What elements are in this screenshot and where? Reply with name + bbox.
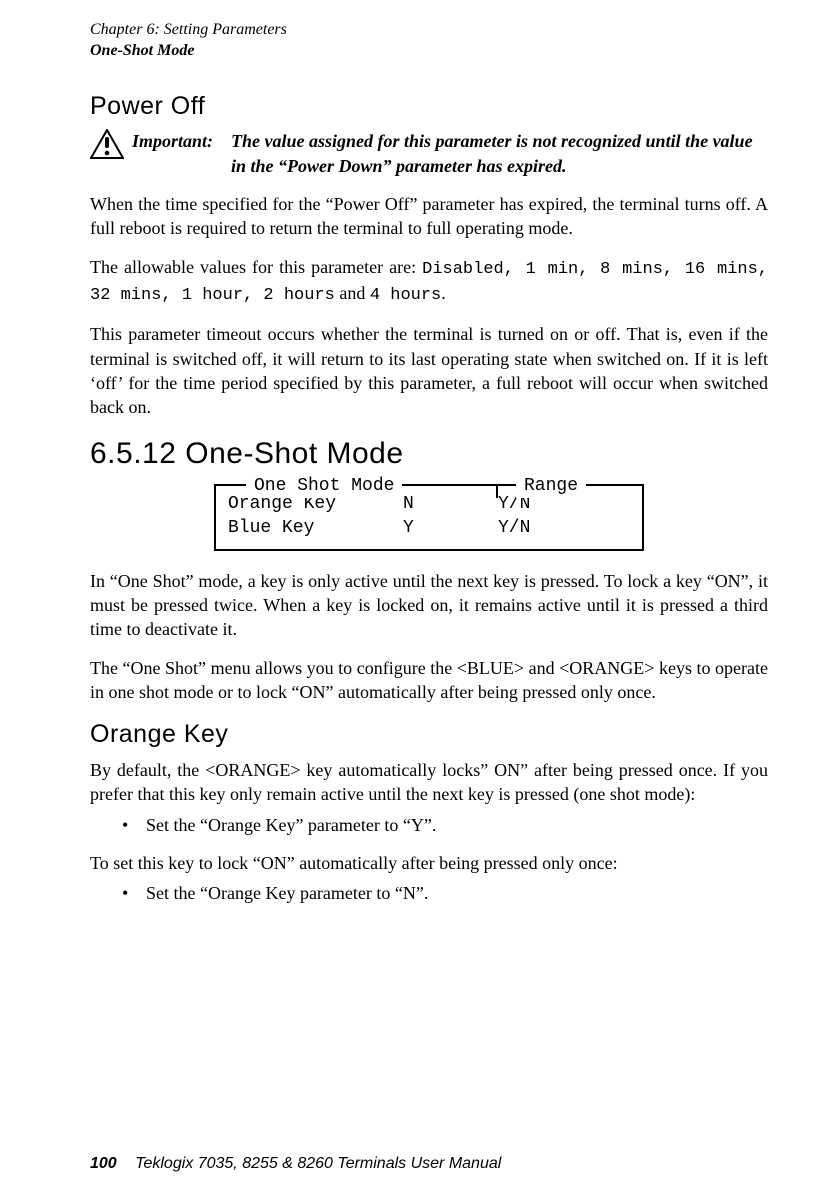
- diagram-cell-value: Y: [403, 516, 498, 540]
- important-label: Important:: [132, 129, 231, 153]
- important-note: Important: The value assigned for this p…: [90, 129, 768, 178]
- diagram-divider: [496, 484, 498, 498]
- poweroff-para-1: When the time specified for the “Power O…: [90, 192, 768, 241]
- oneshot-para-1: In “One Shot” mode, a key is only active…: [90, 569, 768, 642]
- poweroff-para-2-lead: The allowable values for this parameter …: [90, 257, 422, 277]
- diagram-title: One Shot Mode: [246, 474, 402, 498]
- diagram-row: Blue Key Y Y/N: [228, 516, 630, 540]
- bullet-list: Set the “Orange Key” parameter to “Y”.: [90, 813, 768, 837]
- poweroff-para-2-mid: and: [335, 283, 370, 303]
- orangekey-para-2: To set this key to lock “ON” automatical…: [90, 851, 768, 875]
- poweroff-values-2: 4 hours: [370, 286, 441, 305]
- heading-power-off: Power Off: [90, 90, 768, 124]
- important-text: The value assigned for this parameter is…: [231, 129, 768, 178]
- page-number: 100: [90, 1155, 117, 1172]
- bullet-list: Set the “Orange Key parameter to “N”.: [90, 881, 768, 905]
- page: Chapter 6: Setting Parameters One-Shot M…: [0, 0, 828, 1197]
- poweroff-para-2-end: .: [441, 283, 446, 303]
- oneshot-para-2: The “One Shot” menu allows you to config…: [90, 656, 768, 705]
- one-shot-diagram: One Shot Mode Range Orange Key N Y/N Blu…: [214, 484, 644, 551]
- one-shot-box: One Shot Mode Range Orange Key N Y/N Blu…: [214, 484, 644, 551]
- bullet-item: Set the “Orange Key parameter to “N”.: [90, 881, 768, 905]
- diagram-range-label: Range: [516, 474, 586, 498]
- running-head: Chapter 6: Setting Parameters One-Shot M…: [90, 20, 768, 62]
- heading-orange-key: Orange Key: [90, 718, 768, 752]
- page-footer: 100 Teklogix 7035, 8255 & 8260 Terminals…: [90, 1153, 501, 1175]
- diagram-cell-name: Blue Key: [228, 516, 403, 540]
- poweroff-para-3: This parameter timeout occurs whether th…: [90, 322, 768, 419]
- running-head-section: One-Shot Mode: [90, 41, 768, 62]
- poweroff-para-2: The allowable values for this parameter …: [90, 255, 768, 309]
- bullet-item: Set the “Orange Key” parameter to “Y”.: [90, 813, 768, 837]
- book-title: Teklogix 7035, 8255 & 8260 Terminals Use…: [135, 1155, 501, 1172]
- heading-one-shot-mode: 6.5.12 One-Shot Mode: [90, 434, 768, 475]
- running-head-chapter: Chapter 6: Setting Parameters: [90, 20, 768, 41]
- diagram-cell-range: Y/N: [498, 516, 578, 540]
- orangekey-para-1: By default, the <ORANGE> key automatical…: [90, 758, 768, 807]
- diagram-cell-value: N: [403, 492, 498, 516]
- warning-icon: [90, 129, 126, 165]
